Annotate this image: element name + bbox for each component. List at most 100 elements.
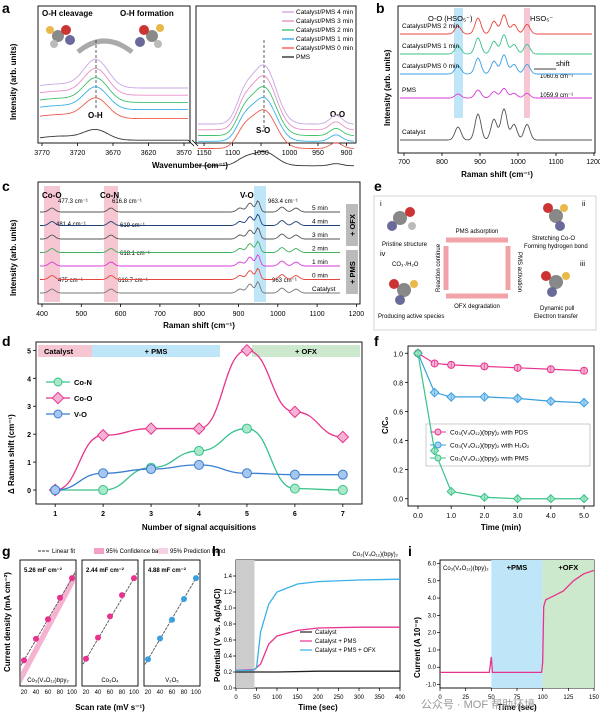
tick-label: 1000 bbox=[282, 150, 298, 157]
subplot-frame bbox=[143, 559, 201, 687]
shade-region bbox=[491, 560, 543, 688]
spectrum-line bbox=[39, 77, 188, 103]
panel-a-right-frame bbox=[195, 5, 357, 144]
x-tick-label: 6 bbox=[293, 511, 297, 518]
panel-b-frame bbox=[397, 5, 596, 154]
legend-label: Co₃(V₄O₁₂)(bpy)₂ with H₂O₂ bbox=[450, 443, 530, 450]
y-axis-label: Current density (mA cm⁻²) bbox=[3, 572, 12, 672]
co-o-band bbox=[44, 186, 60, 302]
legend-label: Co-N bbox=[74, 378, 92, 387]
panel-c: c Co-O Co-N V-O 477.3 cm⁻¹ 616.8 cm⁻¹ 963.… bbox=[2, 178, 364, 330]
panel-b: b O-O (HSO₅⁻) HSO₅⁻ shift 1060.6 cm⁻¹ 10… bbox=[376, 0, 600, 179]
caption-ii-1: Stretching Co-O bbox=[532, 236, 575, 242]
caption-iv: Producing active species bbox=[378, 314, 444, 320]
series-label: Catalyst bbox=[402, 129, 426, 136]
y-tick-label: 0.0 bbox=[393, 497, 403, 504]
legend-marker bbox=[53, 409, 63, 419]
panel-a-ylabel: Intensity (arb. units) bbox=[9, 43, 18, 120]
y-tick-label: 2.0 bbox=[428, 631, 437, 637]
oh-label: O-H bbox=[88, 111, 103, 120]
panel-a-legend: Catalyst/PMS 4 min Catalyst/PMS 3 min Cata… bbox=[282, 9, 353, 61]
legend-label: Catalyst + PMS bbox=[315, 639, 357, 645]
tick-label: 3720 bbox=[70, 150, 86, 157]
tick-label: 500 bbox=[75, 311, 87, 318]
slope-label: 5.26 mF cm⁻² bbox=[24, 567, 62, 574]
legend-label: Linear fit bbox=[52, 549, 75, 555]
y-tick-label: 0 bbox=[27, 488, 31, 495]
row-label: 3 min bbox=[312, 232, 328, 239]
arrow-label-top: PMS adsorption bbox=[456, 229, 499, 235]
y-tick-label: 1 bbox=[27, 460, 31, 467]
spectrum-line bbox=[198, 96, 355, 142]
v-o-label: V-O bbox=[240, 191, 254, 200]
peak-label: 475 cm⁻¹ bbox=[58, 278, 83, 284]
legend-label: Catalyst bbox=[315, 630, 337, 636]
caption-ii-2: Forming hydrogen bond bbox=[524, 244, 588, 250]
y-tick-label: 5.0 bbox=[428, 579, 437, 585]
stage-i: i bbox=[380, 199, 382, 208]
spectrum-line bbox=[198, 86, 354, 136]
panel-a-ticks: 3770 3720 3670 3620 3570 1150 1100 1050 1000 950 9… bbox=[34, 143, 352, 157]
tick-label: 3770 bbox=[34, 150, 50, 157]
x-tick-label: 125 bbox=[563, 695, 574, 701]
x-tick-label: 400 bbox=[395, 695, 406, 701]
co-n-band bbox=[104, 186, 118, 302]
x-tick-label: 40 bbox=[95, 690, 102, 696]
y-tick-label: 5 bbox=[27, 348, 31, 355]
x-tick-label: 20 bbox=[21, 690, 28, 696]
legend-label: Co₃(V₄O₁₂)(bpy)₂ with PDS bbox=[450, 430, 529, 437]
peak-label: 619 cm⁻¹ bbox=[120, 223, 145, 229]
tick-label: 3570 bbox=[176, 150, 192, 157]
tick-label: 1050 bbox=[253, 150, 269, 157]
row-label: 2 min bbox=[312, 246, 328, 253]
series-line bbox=[236, 670, 400, 673]
panel-a-left-frame bbox=[37, 5, 191, 144]
oh-cleavage-label: O-H cleavage bbox=[42, 9, 93, 18]
y-tick-label: -1.0 bbox=[426, 683, 437, 689]
subplot-frame bbox=[19, 559, 77, 687]
x-tick-label: 60 bbox=[107, 690, 114, 696]
caption-i: Pristine structure bbox=[382, 242, 428, 248]
panel-g-chart: Linear fit 95% Confidence band 95% Predict… bbox=[3, 548, 225, 712]
y-tick-label: 0.6 bbox=[224, 638, 233, 644]
spectrum-line bbox=[400, 54, 592, 75]
stage-band bbox=[38, 345, 100, 357]
data-point bbox=[241, 423, 252, 434]
shade-region bbox=[542, 560, 594, 688]
caption-iii-1: Dynamic pull bbox=[540, 306, 574, 312]
y-tick-label: 1.0 bbox=[393, 351, 403, 358]
x-tick-label: 150 bbox=[589, 695, 600, 701]
x-tick-label: 20 bbox=[83, 690, 90, 696]
x-tick-label: 4.0 bbox=[546, 513, 556, 520]
spectrum-line bbox=[198, 64, 355, 125]
data-point bbox=[96, 428, 110, 442]
slope-label: 4.88 mF cm⁻² bbox=[148, 567, 186, 574]
row-label: 5 min bbox=[312, 205, 328, 212]
hso5-band bbox=[524, 8, 530, 118]
panel-label-g: g bbox=[2, 543, 11, 559]
slope-label: 2.44 mF cm⁻² bbox=[86, 567, 124, 574]
data-point bbox=[240, 344, 254, 357]
x-tick-label: 100 bbox=[538, 695, 549, 701]
data-point bbox=[50, 485, 61, 496]
series-label: Catalyst/PMS 1 min bbox=[402, 43, 459, 50]
stage-iv: iv bbox=[380, 249, 386, 258]
legend-box bbox=[425, 423, 591, 467]
oh-formation-label: O-H formation bbox=[120, 9, 174, 18]
data-point bbox=[193, 575, 199, 582]
panel-h: h 0 50 100 150 200 250 300 350 400 0.0 0.2 0.4 0.6 0.… bbox=[212, 543, 406, 712]
legend-marker bbox=[434, 428, 442, 436]
series-line bbox=[417, 352, 585, 372]
molecule-icon bbox=[387, 207, 416, 231]
x-tick-label: 350 bbox=[374, 695, 385, 701]
x-tick-label: 100 bbox=[272, 695, 283, 701]
stage-band bbox=[92, 345, 220, 357]
panel-label-a: a bbox=[2, 0, 10, 16]
legend-label: PMS bbox=[296, 54, 311, 61]
shift-label: shift bbox=[556, 59, 571, 68]
x-tick-label: 80 bbox=[57, 690, 64, 696]
panel-a: a O-H cleavage O-H formation O-H S-O O-O… bbox=[2, 0, 357, 170]
data-point bbox=[131, 575, 137, 582]
x-tick-label: 1.0 bbox=[446, 513, 456, 520]
spectrum-line bbox=[198, 151, 354, 167]
